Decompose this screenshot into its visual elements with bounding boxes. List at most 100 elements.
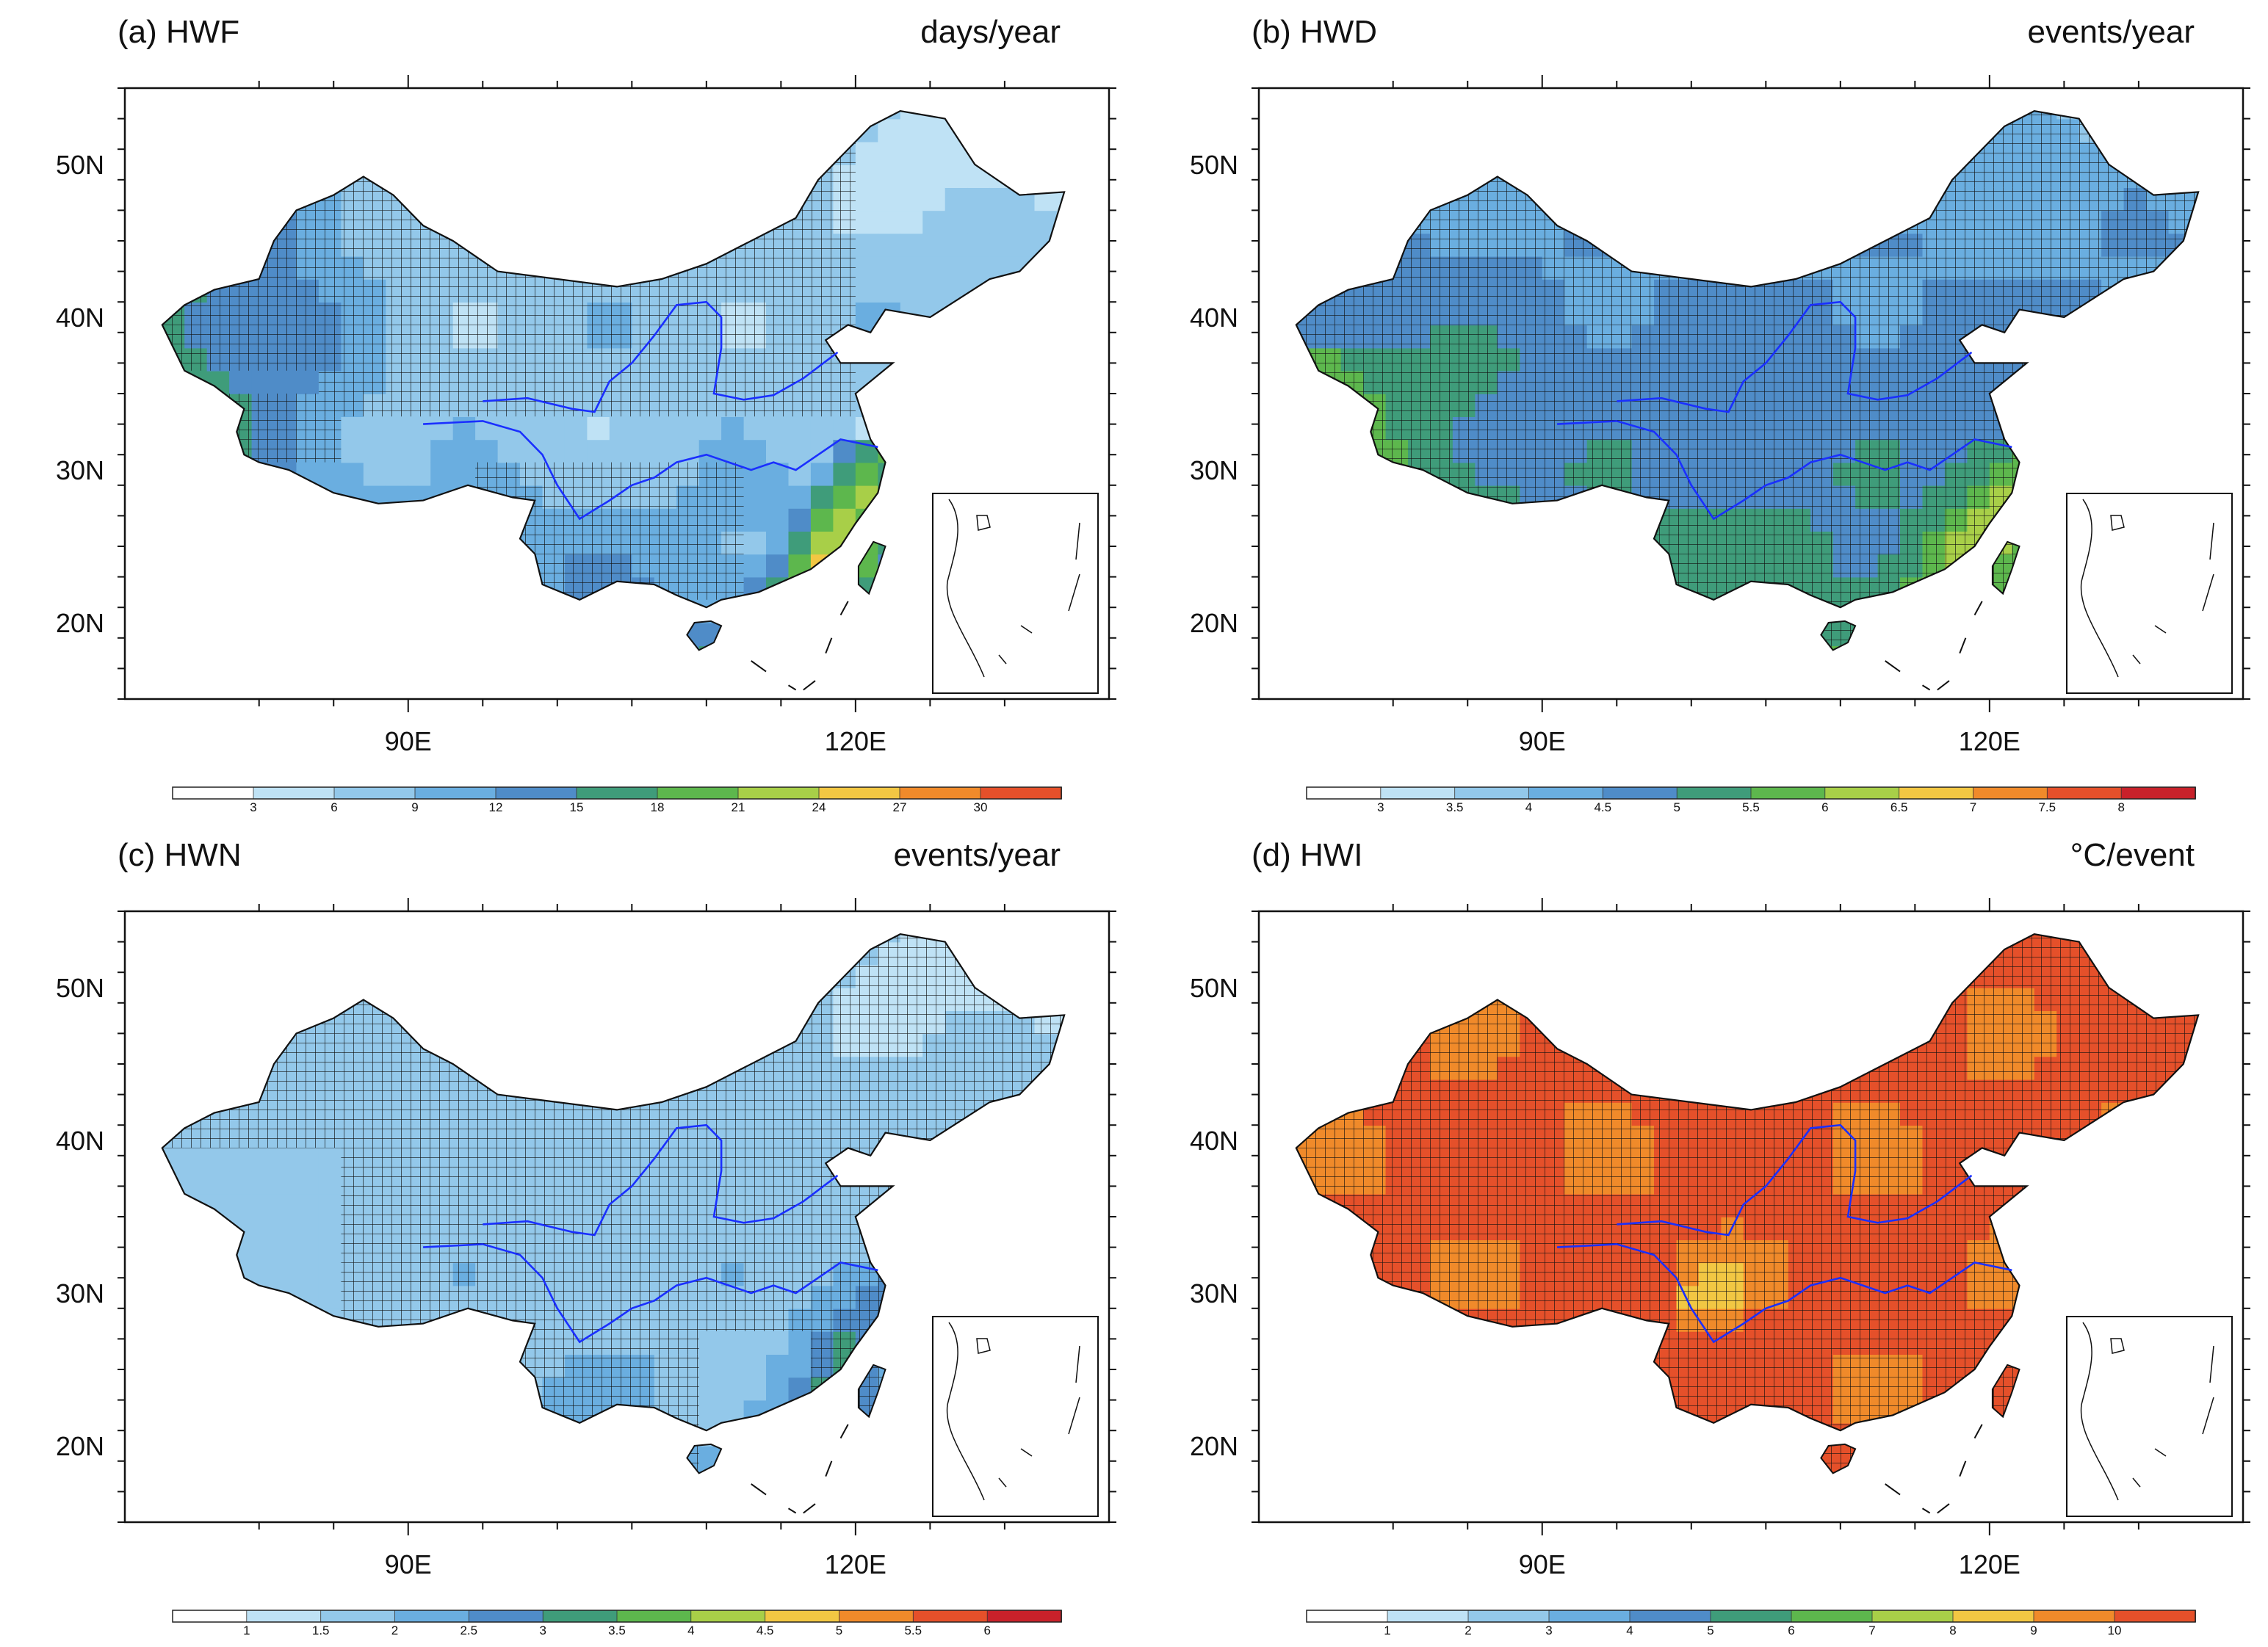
hatch-cell <box>542 302 565 325</box>
hatch-cell <box>1497 347 1520 371</box>
hatch-cell <box>318 347 342 371</box>
hatch-cell <box>1743 394 1766 417</box>
hatch-cell <box>1318 302 1341 325</box>
hatch-cell <box>1989 187 2012 211</box>
hatch-cell <box>1832 394 1856 417</box>
yangtze-river <box>1557 420 2012 521</box>
field-cell <box>810 485 834 509</box>
field-cell <box>363 462 387 486</box>
hatch-cell <box>363 347 386 371</box>
field-cell <box>229 1148 253 1172</box>
hatch-cell <box>1542 370 1565 394</box>
hatch-cell <box>721 554 744 577</box>
hatch-cell <box>1855 302 1878 325</box>
hatch-cell <box>274 325 297 348</box>
field-cell <box>386 439 409 463</box>
hatch-cell <box>632 325 654 348</box>
hatch-cell <box>1743 370 1766 394</box>
hatch-cell <box>1832 485 1856 508</box>
hatch-cell <box>1922 347 1945 371</box>
hatch-cell <box>676 508 699 532</box>
hatch-cell <box>318 233 342 256</box>
hatch-cell <box>1743 531 1766 554</box>
hatch-cell <box>1900 554 1923 577</box>
hatch-cell <box>1564 325 1587 348</box>
hatch-cell <box>1564 302 1587 325</box>
hatch-cell <box>408 256 431 279</box>
hatch-cell <box>363 256 386 279</box>
hatch-cell <box>1900 325 1923 348</box>
hatch-cell <box>520 462 543 485</box>
hatch-cell <box>810 256 834 279</box>
field-cell <box>274 1170 297 1195</box>
field-cell <box>878 210 901 234</box>
field-cell <box>274 1262 297 1286</box>
field-cell <box>989 233 1013 257</box>
field-cell <box>945 256 968 280</box>
hatch-cell <box>1363 347 1386 371</box>
panel-c: (c) HWN events/year 90E 120E 50N 40N 30N 20N 1… <box>0 823 1134 1646</box>
hatch-cell <box>1452 439 1476 463</box>
field-cell <box>363 416 387 441</box>
inset-dashes <box>998 522 1080 665</box>
hatch-cell <box>1944 279 1968 303</box>
hatch-cell <box>452 394 476 417</box>
hatch-cell <box>408 279 431 303</box>
hatch-cell <box>408 370 431 394</box>
hatch-cell <box>1430 370 1453 394</box>
hatch-cell <box>1631 439 1655 463</box>
hatch-cell <box>1430 325 1453 348</box>
field-cell <box>766 554 790 578</box>
hatch-cell <box>1430 256 1453 279</box>
colorbar-box <box>1824 786 1900 800</box>
inset-coast <box>946 499 985 678</box>
hatch-cell <box>2012 141 2034 164</box>
hatch-cell <box>1676 554 1699 577</box>
hatch-cell <box>1609 302 1632 325</box>
hatch-cell <box>1967 233 1990 256</box>
hatch-cell <box>1698 462 1722 485</box>
hatch-cell <box>1654 462 1677 485</box>
hatch-cell <box>2056 187 2079 211</box>
field-cell <box>900 164 924 188</box>
hatch-cell <box>1542 347 1565 371</box>
field-cell <box>698 1354 722 1378</box>
field-cell <box>833 462 856 486</box>
hatch-cell <box>1810 347 1833 371</box>
hatch-cell <box>296 233 319 256</box>
hatch-cell <box>341 187 364 211</box>
hatch-cell <box>2079 256 2102 279</box>
field-cell <box>945 164 968 188</box>
hatch-cell <box>1520 347 1542 371</box>
hatch-cell <box>1967 439 1990 463</box>
hatch-cell <box>654 554 677 577</box>
hatch-cell <box>2034 187 2057 211</box>
boundary-dash <box>1973 601 1983 616</box>
hatch-cell <box>2056 256 2079 279</box>
hatch-cell <box>1832 279 1856 303</box>
hatch-cell <box>1967 302 1990 325</box>
hatch-cell <box>833 370 856 394</box>
hatch-cell <box>1788 325 1811 348</box>
hatch-cell <box>1497 279 1520 303</box>
field-cell <box>878 187 901 211</box>
field-cell <box>542 416 566 441</box>
hatch-cell <box>1631 394 1655 417</box>
hatch-cell <box>1542 394 1565 417</box>
hatch-cell <box>1475 370 1498 394</box>
hatch-cell <box>1766 554 1788 577</box>
hatch-cell <box>1452 256 1476 279</box>
colorbar-label: 27 <box>893 800 907 814</box>
field-cell <box>743 1354 767 1378</box>
field-cell <box>698 416 722 441</box>
hatch-cell <box>1430 394 1453 417</box>
hatch-cell <box>318 279 342 303</box>
hatch-cell <box>1452 233 1476 256</box>
hatch-cell <box>520 347 543 371</box>
hatch-cell <box>2012 118 2034 142</box>
taiwan-outline <box>1991 540 2020 596</box>
hatch-cell <box>229 325 252 348</box>
hatch-cell <box>1475 462 1498 485</box>
hatch-cell <box>1520 279 1542 303</box>
hatch-cell <box>2056 210 2079 234</box>
